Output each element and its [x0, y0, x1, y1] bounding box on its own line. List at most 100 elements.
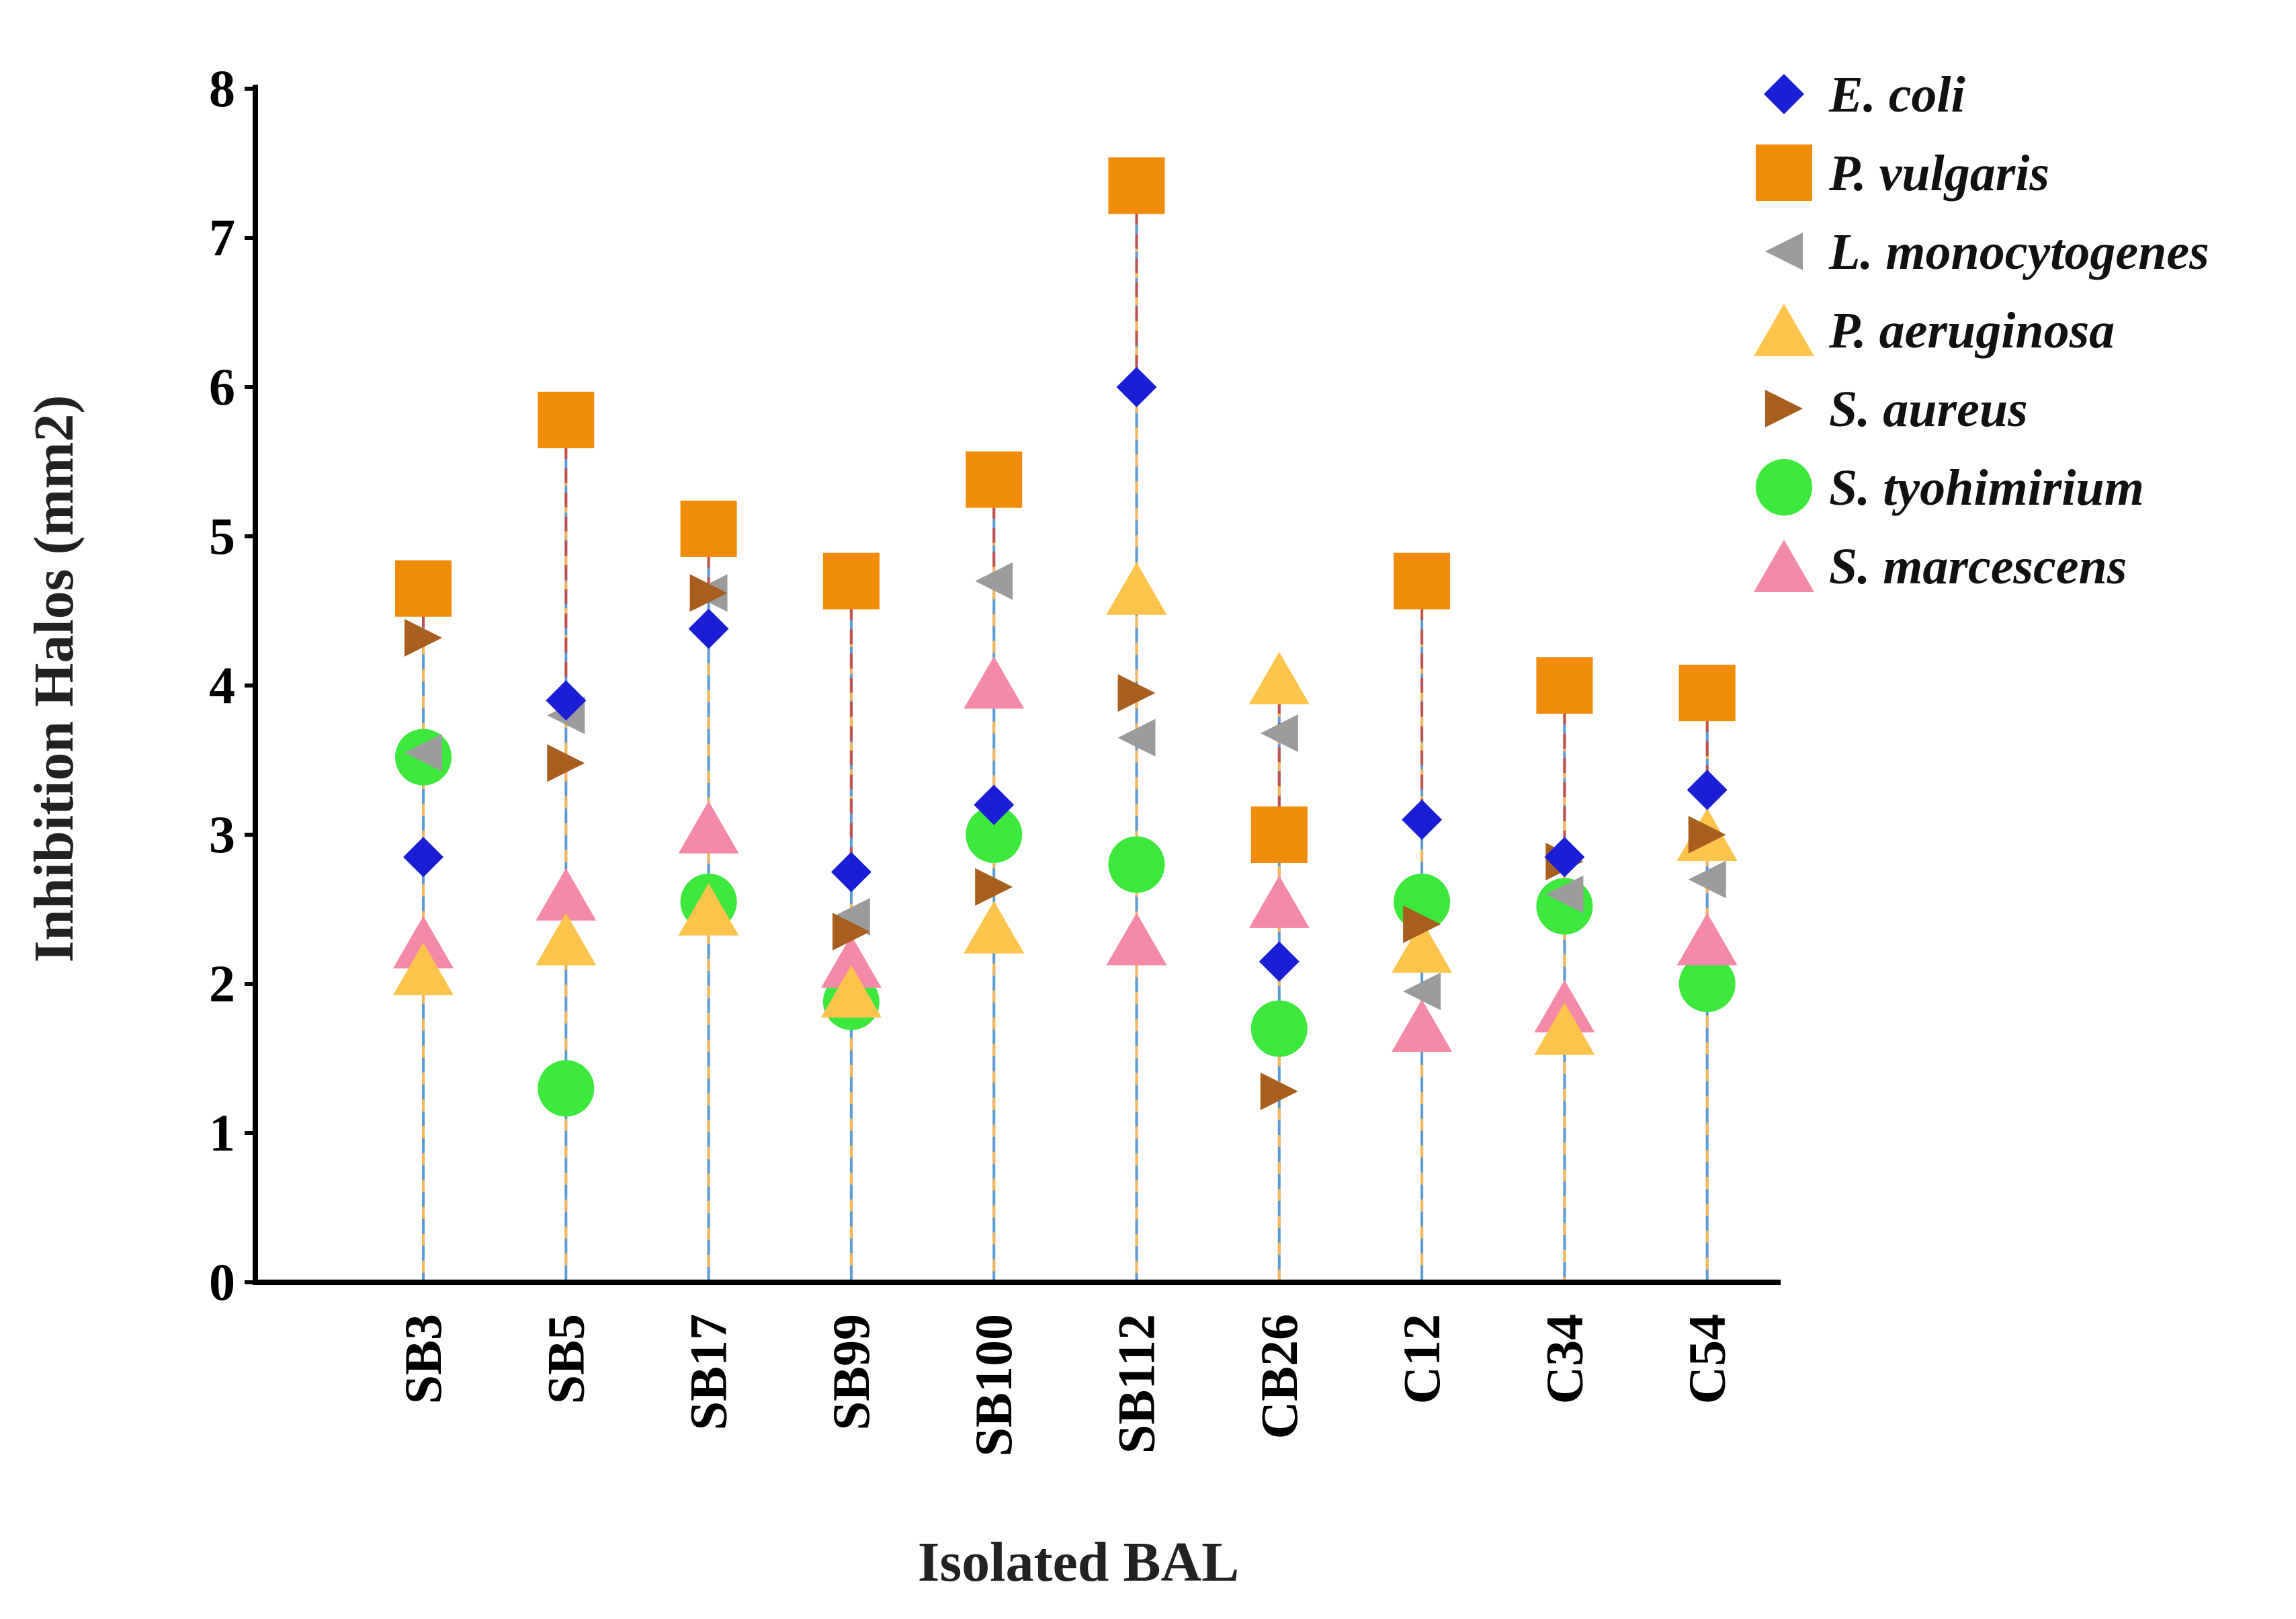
point-l-monocytogenes: [975, 562, 1013, 600]
point-s-tyohimirium: [1250, 1000, 1308, 1057]
point-p-aeruginosa: [1248, 651, 1310, 704]
point-e-coli: [1402, 799, 1443, 840]
point-p-vulgaris: [538, 391, 595, 448]
y-axis-ticks: 0 1 2 3 4 5 6 7 8: [209, 59, 255, 1311]
x-tick-label: SB17: [679, 1314, 738, 1430]
point-l-monocytogenes: [1403, 972, 1441, 1011]
legend-item: S. marcescens: [1754, 538, 2127, 595]
legend-label: E. coli: [1828, 67, 1965, 123]
legend-label: L. monocytogenes: [1828, 224, 2209, 280]
point-s-marcescens: [678, 800, 739, 854]
legend-item: P. vulgaris: [1756, 144, 2049, 202]
point-s-aureus: [1403, 905, 1441, 944]
point-p-aeruginosa: [393, 942, 454, 995]
point-l-monocytogenes: [1688, 860, 1726, 899]
legend-item: P. aeruginosa: [1754, 302, 2115, 359]
legend: E. coli P. vulgaris L. monocytogenes P. aer…: [1754, 67, 2209, 595]
legend-item: E. coli: [1764, 67, 1965, 123]
point-s-aureus: [1260, 1072, 1298, 1110]
point-s-tyohimirium: [1678, 956, 1736, 1012]
point-e-coli: [831, 852, 871, 892]
point-p-vulgaris: [395, 560, 452, 617]
point-l-monocytogenes: [405, 733, 442, 772]
point-p-vulgaris: [1394, 552, 1451, 610]
point-p-vulgaris: [1536, 657, 1593, 714]
legend-marker: [1754, 304, 1814, 356]
y-tick-label: 0: [209, 1253, 235, 1311]
legend-marker: [1756, 144, 1812, 201]
x-tick-label: SB5: [536, 1314, 595, 1404]
point-p-vulgaris: [966, 451, 1023, 508]
point-s-aureus: [689, 574, 728, 612]
legend-label: S. tyohimirium: [1829, 460, 2144, 516]
point-p-aeruginosa: [1106, 562, 1167, 615]
legend-item: S. aureus: [1765, 381, 2028, 438]
legend-marker: [1765, 233, 1803, 270]
point-s-aureus: [405, 618, 442, 657]
legend-marker: [1765, 390, 1803, 427]
point-p-vulgaris: [1678, 665, 1736, 722]
point-p-vulgaris: [680, 500, 737, 557]
x-tick-label: SB3: [394, 1314, 452, 1404]
x-tick-label: CB26: [1250, 1314, 1308, 1439]
point-e-coli: [403, 837, 443, 878]
point-s-marcescens: [820, 935, 882, 988]
point-s-marcescens: [964, 656, 1025, 709]
point-e-coli: [974, 784, 1015, 825]
point-p-aeruginosa: [1392, 920, 1453, 973]
y-tick-label: 4: [209, 656, 235, 714]
x-tick-label: SB100: [964, 1314, 1023, 1456]
point-s-aureus: [975, 868, 1013, 906]
point-p-aeruginosa: [536, 913, 597, 966]
point-p-aeruginosa: [1534, 1002, 1595, 1055]
y-tick-label: 6: [209, 358, 235, 416]
x-tick-label: SB112: [1107, 1314, 1166, 1454]
point-p-vulgaris: [1108, 157, 1165, 214]
x-tick-label: SB99: [822, 1314, 880, 1430]
point-l-monocytogenes: [832, 898, 870, 936]
y-tick-label: 3: [209, 805, 235, 864]
legend-item: S. tyohimirium: [1756, 459, 2144, 516]
legend-item: L. monocytogenes: [1765, 224, 2209, 280]
y-tick-label: 1: [209, 1104, 235, 1162]
point-s-aureus: [1117, 674, 1156, 712]
point-s-marcescens: [1676, 913, 1738, 966]
legend-label: S. marcescens: [1829, 538, 2127, 595]
point-p-aeruginosa: [820, 965, 882, 1018]
x-tick-label: C54: [1678, 1314, 1736, 1404]
point-s-aureus: [832, 913, 870, 951]
legend-label: S. aureus: [1829, 381, 2028, 438]
point-s-marcescens: [536, 868, 597, 921]
point-e-coli: [1544, 837, 1585, 878]
legend-marker: [1756, 459, 1812, 515]
drop-lines: [422, 185, 1709, 1282]
point-s-marcescens: [1392, 999, 1453, 1052]
point-l-monocytogenes: [1260, 714, 1298, 753]
point-e-coli: [688, 608, 729, 649]
y-tick-label: 7: [209, 208, 235, 267]
point-s-aureus: [547, 744, 585, 782]
point-s-tyohimirium: [1108, 836, 1165, 893]
data-markers: [393, 157, 1738, 1117]
point-p-vulgaris: [822, 552, 880, 610]
point-e-coli: [546, 680, 587, 721]
point-l-monocytogenes: [1545, 875, 1584, 913]
x-tick-label: C12: [1392, 1314, 1451, 1404]
point-s-marcescens: [393, 915, 454, 968]
point-e-coli: [1259, 941, 1300, 982]
point-s-marcescens: [1248, 875, 1310, 928]
point-e-coli: [1116, 367, 1157, 407]
x-tick-label: C34: [1535, 1314, 1593, 1404]
y-tick-label: 5: [209, 507, 235, 565]
point-l-monocytogenes: [1117, 718, 1156, 757]
point-p-aeruginosa: [964, 901, 1025, 954]
legend-label: P. vulgaris: [1828, 145, 2049, 202]
y-tick-label: 2: [209, 954, 235, 1013]
legend-marker: [1754, 540, 1814, 592]
y-tick-label: 8: [209, 59, 235, 118]
x-axis-title: Isolated BAL: [918, 1531, 1239, 1593]
y-axis-title: Inhibition Halos (mm2): [23, 395, 85, 963]
x-axis-ticks: SB3 SB5 SB17 SB99 SB100 SB112 CB26 C12 C34 C54: [394, 1314, 1736, 1456]
point-s-tyohimirium: [538, 1060, 595, 1117]
